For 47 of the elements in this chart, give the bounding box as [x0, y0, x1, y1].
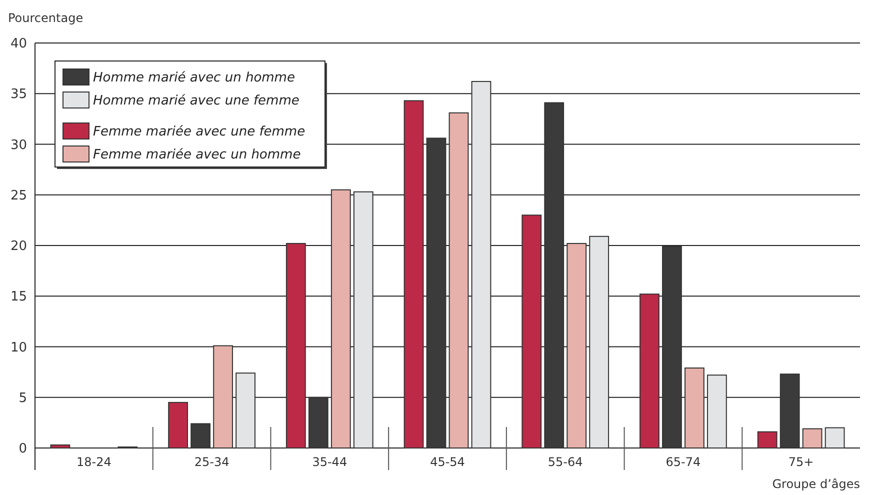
x-tick-label: 75+: [788, 455, 814, 469]
x-axis-title: Groupe d’âges: [772, 477, 860, 491]
bar: [404, 100, 424, 448]
bar: [471, 80, 492, 448]
y-tick-label: 15: [10, 290, 27, 305]
bar: [213, 345, 233, 448]
x-tick-label: 18-24: [76, 455, 112, 469]
bar: [522, 214, 542, 448]
bar: [426, 138, 446, 448]
x-tick-label: 25-34: [194, 455, 230, 469]
y-tick-label: 30: [10, 138, 27, 153]
bar: [757, 431, 778, 448]
bar: [168, 402, 188, 448]
x-tick-label: 55-64: [548, 455, 583, 469]
bar: [308, 396, 328, 448]
y-tick-label: 0: [18, 442, 27, 457]
legend-label: Homme marié avec une femme: [93, 94, 300, 109]
x-tick-label: 35-44: [312, 455, 348, 469]
y-tick-label: 25: [10, 188, 27, 204]
legend-label: Femme mariée avec une femme: [93, 124, 306, 140]
y-tick-label: 35: [10, 87, 27, 102]
bar: [566, 242, 587, 448]
bar: [824, 427, 845, 448]
bar: [707, 374, 727, 448]
bar: [589, 236, 610, 448]
bar: [544, 102, 564, 448]
y-tick-label: 10: [10, 340, 27, 356]
y-tick-label: 5: [18, 390, 27, 406]
bar: [640, 294, 660, 448]
bar: [236, 372, 256, 448]
bar: [684, 368, 704, 448]
bar: [780, 374, 800, 448]
y-tick-label: 20: [10, 239, 27, 254]
bar: [802, 428, 822, 448]
y-axis-title: Pourcentage: [8, 11, 84, 25]
bar: [286, 242, 306, 448]
bar: [662, 246, 682, 448]
x-tick-label: 45-54: [430, 455, 465, 469]
x-tick-label: 65-74: [666, 455, 701, 469]
legend-label: Homme marié avec un homme: [93, 70, 295, 86]
bar: [190, 423, 210, 448]
legend-label: Femme mariée avec un homme: [93, 148, 301, 163]
bar: [50, 444, 70, 448]
bar: [330, 189, 351, 448]
bar: [448, 112, 469, 448]
bar: [353, 191, 374, 448]
y-tick-label: 40: [10, 36, 27, 52]
